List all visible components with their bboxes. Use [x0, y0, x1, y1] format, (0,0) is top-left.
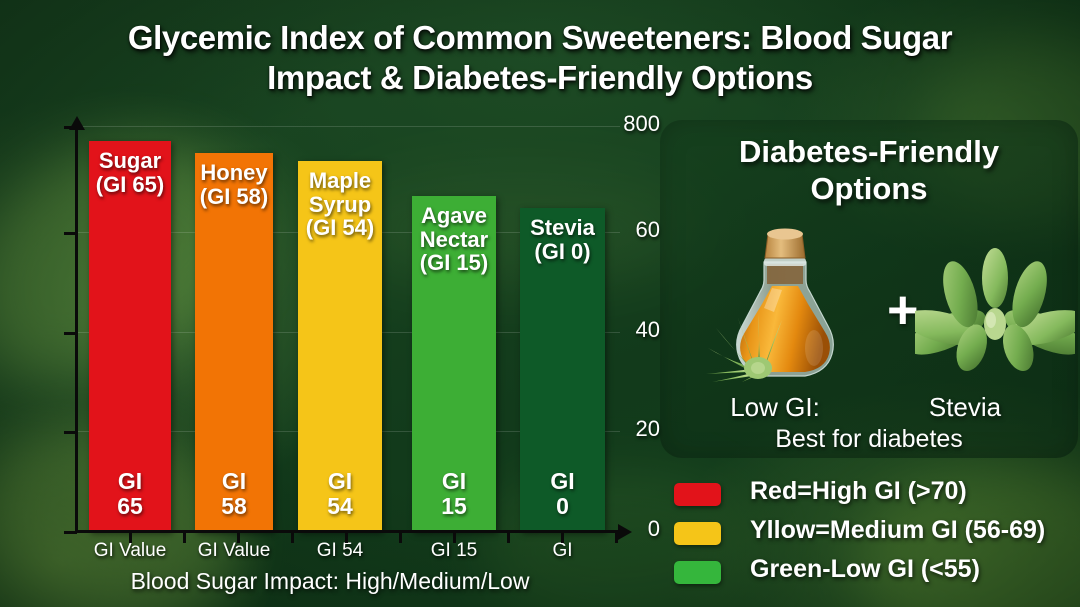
legend-label: Red=High GI (>70)	[750, 477, 967, 505]
bar-sweetener-name-2: Syrup	[308, 191, 372, 217]
bar-gi-value: 54	[327, 492, 353, 519]
y-tick-mark	[64, 232, 77, 235]
x-tick-mark	[453, 531, 456, 543]
bar-sweetener-name-2: Nectar	[419, 226, 489, 252]
x-tick-mark	[399, 531, 402, 543]
x-tick-mark	[561, 531, 564, 543]
x-tick-label: GI 15	[430, 540, 478, 561]
bar-gi-value: 0	[556, 492, 569, 519]
bar-inner-value: GI 58	[195, 469, 273, 518]
bar-gi-value: 65	[117, 492, 143, 519]
bar-inner-value: GI 15	[412, 469, 496, 518]
bar-gi-word: GI	[327, 468, 353, 495]
x-tick-mark	[183, 531, 186, 543]
bar-top-label: Maple Syrup (GI 54)	[298, 169, 382, 240]
legend-color-swatch	[674, 561, 721, 584]
x-tick-mark	[615, 531, 618, 543]
caption-low-gi: Low GI:	[730, 392, 820, 422]
x-tick-label: GI Value	[197, 540, 271, 561]
x-tick-mark	[237, 531, 240, 543]
panel-title: Diabetes-Friendly Options	[670, 134, 1068, 207]
bar-honey[interactable]: Honey (GI 58) GI 58	[195, 153, 273, 532]
bar-stevia[interactable]: Stevia (GI 0) GI 0	[520, 208, 605, 532]
x-axis-title: Blood Sugar Impact: High/Medium/Low	[130, 568, 530, 594]
bar-gi-word: GI	[221, 468, 247, 495]
bar-sweetener-name: Maple	[308, 168, 372, 193]
x-tick-label: GI Value	[93, 540, 167, 561]
legend: Red=High GI (>70) Yllow=Medium GI (56-69)…	[672, 477, 1072, 597]
bar-sugar[interactable]: Sugar (GI 65) GI 65	[89, 141, 171, 532]
bar-inner-value: GI 54	[298, 469, 382, 518]
y-tick-mark	[64, 531, 77, 534]
bar-sweetener-name: Stevia	[530, 215, 595, 240]
caption-stevia: Stevia	[928, 392, 1002, 422]
y-tick-mark	[64, 431, 77, 434]
x-tick-mark	[345, 531, 348, 543]
bar-gi-note: (GI 54)	[305, 215, 375, 241]
y-tick-mark	[64, 332, 77, 335]
bar-top-label: Honey (GI 58)	[195, 161, 273, 208]
bar-gi-note: (GI 0)	[534, 238, 591, 264]
legend-color-swatch	[674, 483, 721, 506]
x-tick-label: GI 54	[316, 540, 364, 561]
bar-gi-note: (GI 58)	[199, 183, 269, 209]
x-tick-mark	[507, 531, 510, 543]
bar-gi-note: (GI 65)	[95, 171, 165, 197]
stevia-plant-icon	[904, 236, 1080, 386]
diabetes-friendly-panel: Diabetes-Friendly Options	[660, 120, 1080, 458]
bar-gi-value: 15	[441, 492, 467, 519]
legend-item[interactable]: Green-Low GI (<55)	[672, 555, 1072, 597]
bar-top-label: Stevia (GI 0)	[520, 216, 605, 263]
y-tick-label: 800	[623, 111, 660, 136]
legend-item[interactable]: Red=High GI (>70)	[672, 477, 1072, 519]
bar-maple[interactable]: Maple Syrup (GI 54) GI 54	[298, 161, 382, 532]
agave-syrup-bottle-icon	[702, 222, 872, 392]
x-tick-mark	[129, 531, 132, 543]
x-tick-mark	[291, 531, 294, 543]
bar-chart: 800 60 40 20 0 Sugar (GI 65) GI 65 Honey (GI 58) G…	[64, 111, 660, 594]
legend-color-swatch	[674, 522, 721, 545]
product-row: +	[660, 228, 1080, 388]
caption-best-for-diabetes: Best for diabetes	[775, 425, 963, 453]
bar-sweetener-name: Honey	[200, 160, 268, 185]
y-axis-line	[75, 126, 78, 532]
bar-gi-value: 58	[221, 492, 247, 519]
gridline	[75, 126, 620, 127]
bar-inner-value: GI 0	[520, 469, 605, 518]
panel-title-line-2: Options	[810, 170, 928, 206]
y-axis-arrow	[69, 116, 85, 130]
bar-gi-note: (GI 15)	[419, 250, 489, 276]
bar-gi-word: GI	[550, 468, 575, 495]
page-title-line-1: Glycemic Index of Common Sweeteners: Blo…	[127, 19, 953, 56]
x-tick-label: GI	[552, 540, 573, 561]
bar-sweetener-name: Agave	[420, 203, 488, 228]
page-title-line-2: Impact & Diabetes-Friendly Options	[267, 59, 813, 97]
y-tick-label: 20	[635, 416, 660, 441]
bar-top-label: Sugar (GI 65)	[89, 149, 171, 196]
bar-inner-value: GI 65	[89, 469, 171, 518]
y-tick-label: 60	[635, 217, 660, 242]
bar-sweetener-name: Sugar	[98, 148, 162, 173]
plus-sign: +	[887, 280, 919, 340]
y-tick-label: 40	[635, 317, 660, 342]
y-tick-label: 0	[647, 516, 660, 541]
panel-title-line-1: Diabetes-Friendly	[738, 134, 1000, 169]
legend-item[interactable]: Yllow=Medium GI (56-69)	[672, 516, 1072, 558]
legend-label: Yllow=Medium GI (56-69)	[750, 516, 1046, 544]
page-title: Glycemic Index of Common Sweeteners: Blo…	[0, 18, 1080, 99]
legend-label: Green-Low GI (<55)	[750, 555, 980, 583]
bar-gi-word: GI	[441, 468, 467, 495]
x-axis-line	[75, 530, 620, 533]
bar-agave[interactable]: Agave Nectar (GI 15) GI 15	[412, 196, 496, 532]
x-axis-arrow	[618, 524, 632, 540]
bar-gi-word: GI	[117, 468, 143, 495]
bar-top-label: Agave Nectar (GI 15)	[412, 204, 496, 275]
